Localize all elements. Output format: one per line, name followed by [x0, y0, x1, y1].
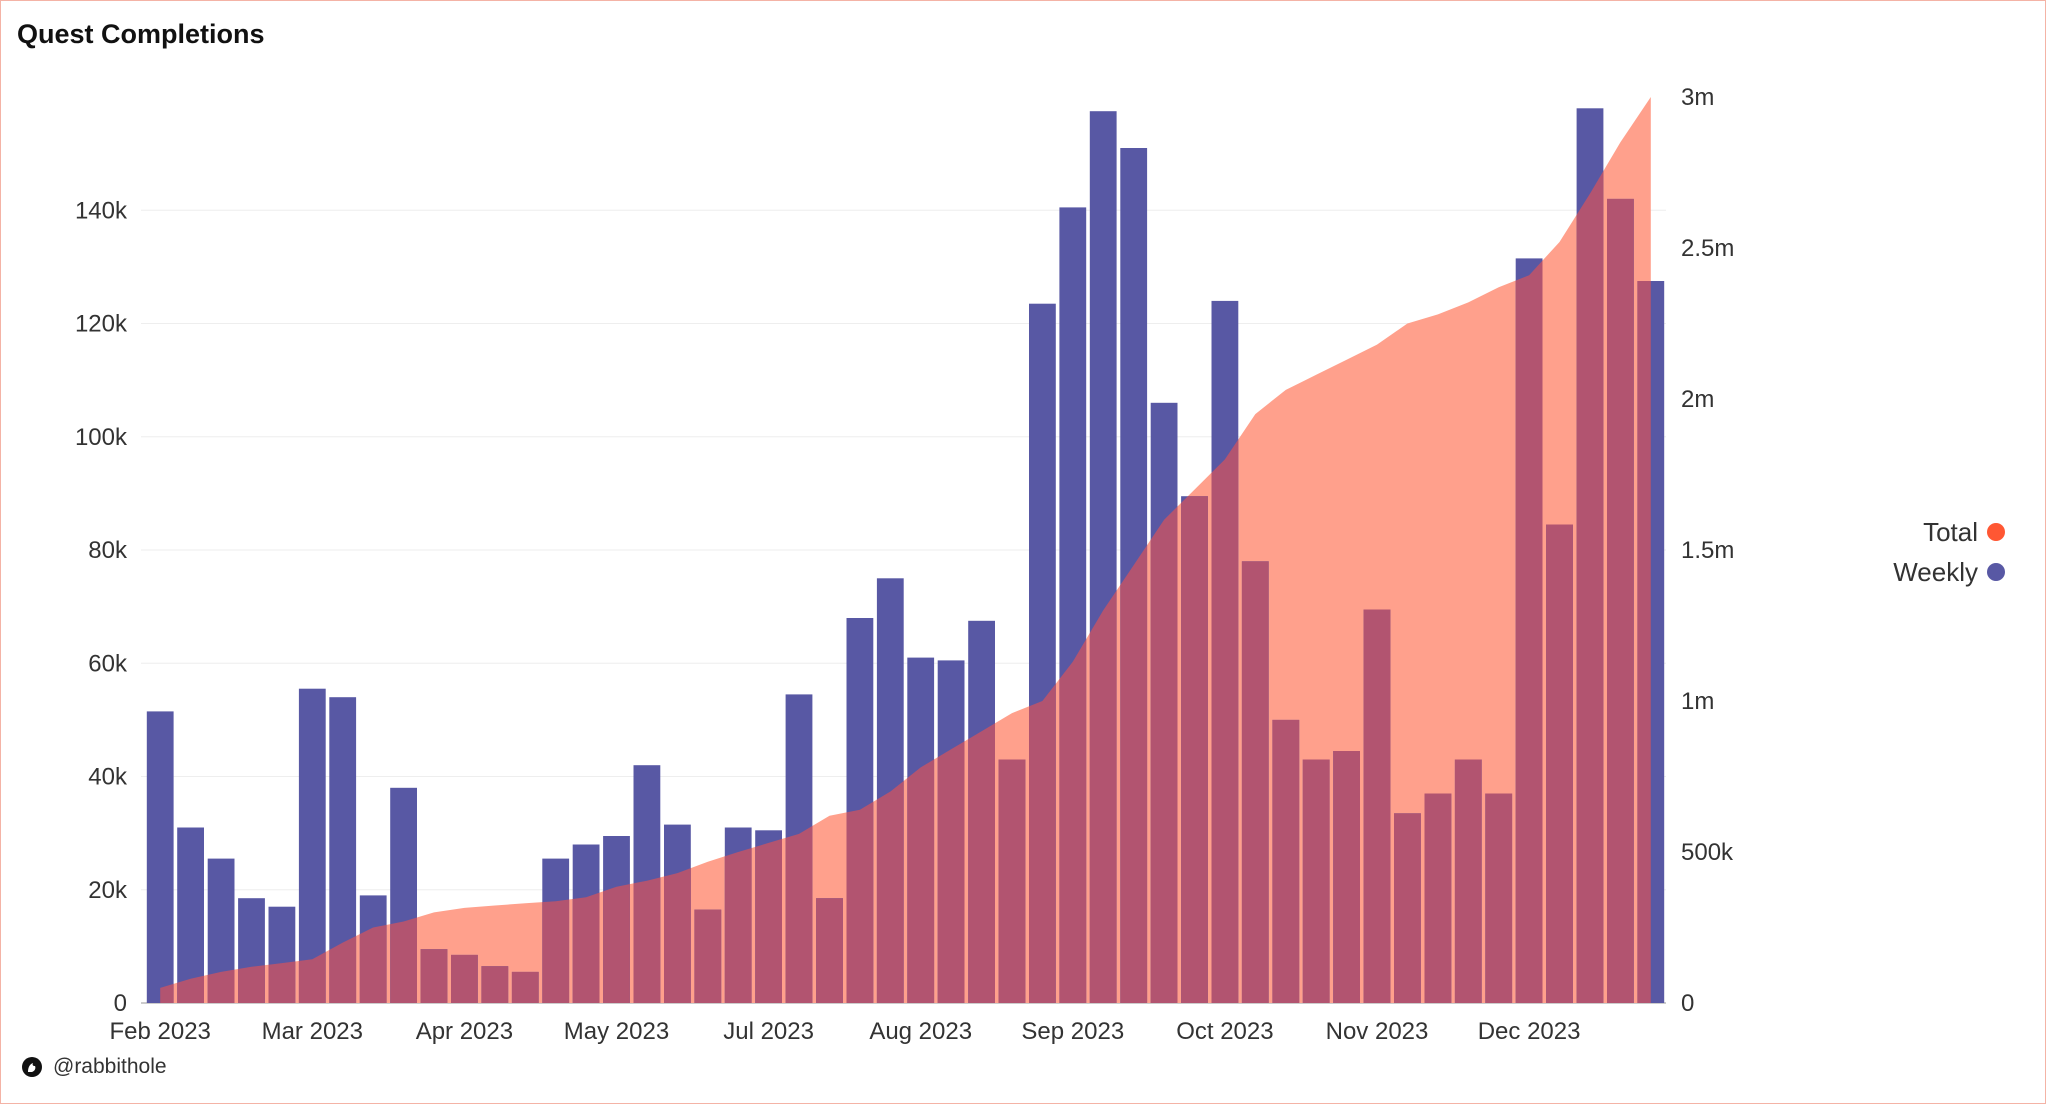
- rabbithole-logo-icon: [22, 1057, 42, 1077]
- weekly-bar[interactable]: [146, 711, 174, 1003]
- weekly-bar[interactable]: [298, 688, 326, 1003]
- weekly-bar-overlap: [1241, 561, 1269, 1003]
- weekly-bar-overlap: [755, 830, 782, 1003]
- weekly-bar-overlap: [1424, 793, 1452, 1003]
- x-tick-label: Oct 2023: [1176, 1018, 1273, 1045]
- weekly-bar-overlap: [1576, 108, 1604, 1003]
- chart-title: Quest Completions: [17, 19, 265, 49]
- weekly-bar-overlap: [481, 966, 509, 1003]
- y-right-tick-label: 500k: [1681, 839, 1734, 866]
- weekly-bar-overlap: [1515, 258, 1543, 1003]
- y-right-tick-label: 0: [1681, 990, 1694, 1017]
- weekly-bar-overlap: [1637, 281, 1651, 1003]
- x-tick-label: Sep 2023: [1021, 1018, 1124, 1045]
- credit-text: @rabbithole: [53, 1055, 167, 1078]
- x-tick-label: Jul 2023: [723, 1018, 814, 1045]
- x-tick-label: Mar 2023: [262, 1018, 363, 1045]
- weekly-bar-overlap: [694, 909, 722, 1003]
- weekly-bar-overlap: [511, 971, 539, 1003]
- weekly-bar-overlap: [1363, 609, 1391, 1003]
- weekly-bar-overlap: [724, 827, 752, 1003]
- weekly-bar-overlap: [1607, 198, 1634, 1003]
- legend-dot-icon: [1987, 523, 2005, 541]
- y-axis-left: 0 20k 40k 60k 80k 100k 120k 140k: [75, 197, 128, 1017]
- y-right-tick-label: 2m: [1681, 386, 1714, 413]
- x-tick-label: Nov 2023: [1326, 1018, 1429, 1045]
- y-left-tick-label: 100k: [75, 424, 128, 451]
- x-tick-label: Aug 2023: [869, 1018, 972, 1045]
- weekly-bar-overlap: [1302, 759, 1330, 1003]
- y-right-tick-label: 1.5m: [1681, 537, 1734, 564]
- legend-item-total[interactable]: Total: [1923, 517, 2005, 547]
- y-left-tick-label: 0: [114, 990, 127, 1017]
- weekly-bar-overlap: [420, 949, 448, 1003]
- x-tick-label: Dec 2023: [1478, 1018, 1581, 1045]
- weekly-bar-overlap: [816, 898, 843, 1003]
- legend-label: Weekly: [1893, 557, 1978, 587]
- y-left-tick-label: 40k: [88, 764, 128, 791]
- y-right-tick-label: 2.5m: [1681, 235, 1734, 262]
- weekly-bar-overlap: [1546, 524, 1573, 1003]
- y-left-tick-label: 120k: [75, 311, 128, 338]
- x-tick-label: Apr 2023: [416, 1018, 513, 1045]
- legend-dot-icon: [1987, 563, 2005, 581]
- y-axis-right: 0 500k 1m 1.5m 2m 2.5m 3m: [1681, 84, 1734, 1017]
- x-axis: Feb 2023 Mar 2023 Apr 2023 May 2023 Jul 2023…: [109, 1018, 1580, 1045]
- weekly-bar-overlap: [1333, 751, 1360, 1003]
- y-right-tick-label: 3m: [1681, 84, 1714, 111]
- y-left-tick-label: 140k: [75, 197, 128, 224]
- y-left-tick-label: 20k: [88, 877, 128, 904]
- y-left-tick-label: 80k: [88, 537, 128, 564]
- legend-item-weekly[interactable]: Weekly: [1893, 557, 2005, 587]
- x-tick-label: Feb 2023: [109, 1018, 210, 1045]
- weekly-bar-overlap: [1272, 719, 1300, 1003]
- legend[interactable]: Total Weekly: [1893, 517, 2005, 587]
- weekly-bar-overlap: [451, 954, 478, 1003]
- weekly-bar[interactable]: [177, 827, 204, 1004]
- weekly-bar-overlap: [1394, 813, 1421, 1003]
- weekly-bar-overlap: [1454, 759, 1482, 1003]
- weekly-bar-overlap: [998, 759, 1026, 1003]
- x-tick-label: May 2023: [564, 1018, 669, 1045]
- weekly-bar-overlap: [1485, 793, 1513, 1003]
- weekly-bar-overlap: [1181, 496, 1208, 1003]
- y-right-tick-label: 1m: [1681, 688, 1714, 715]
- legend-label: Total: [1923, 517, 1978, 547]
- y-left-tick-label: 60k: [88, 650, 128, 677]
- credit-footer: @rabbithole: [21, 1055, 167, 1079]
